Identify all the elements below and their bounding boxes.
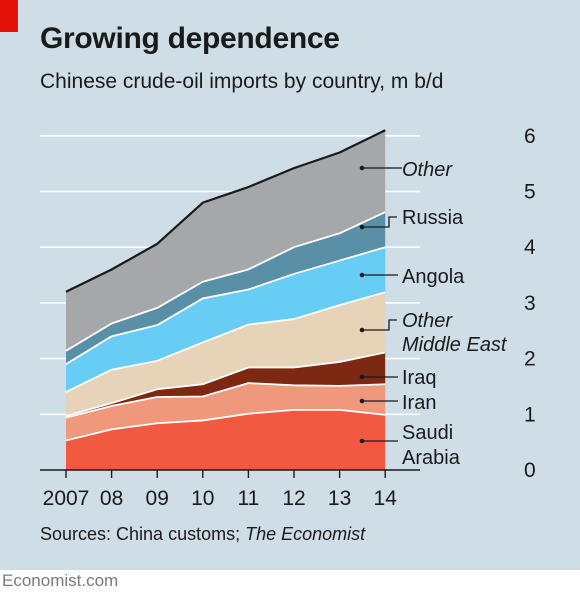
label-anchor-dot [359, 438, 365, 444]
boundary-line [65, 246, 386, 365]
source-prefix: Sources: China customs; [40, 524, 241, 544]
series-boundary-lines [65, 129, 386, 442]
series-label: Russia [402, 207, 464, 229]
series-label: Middle East [402, 334, 508, 356]
series-label: Other [402, 159, 453, 181]
boundary-line [65, 291, 386, 393]
x-tick-label: 2007 [43, 487, 90, 510]
area-other [66, 130, 386, 351]
series-label: Angola [402, 266, 465, 288]
x-tick-label: 13 [328, 487, 351, 510]
brand-label: Economist.com [2, 571, 119, 590]
area-angola [66, 247, 386, 393]
label-anchor-dot [359, 398, 365, 404]
y-tick-label: 0 [524, 459, 536, 482]
boundary-line [65, 382, 386, 419]
area-other-middle-east [66, 292, 386, 416]
y-tick-label: 4 [524, 236, 536, 259]
boundary-line [65, 408, 386, 442]
label-anchor-dot [359, 224, 365, 230]
x-tick-label: 10 [191, 487, 214, 510]
y-tick-label: 1 [524, 403, 536, 426]
boundary-line [65, 351, 386, 417]
x-tick-label: 14 [374, 487, 398, 510]
series-label: Other [402, 310, 453, 332]
label-anchor-dot [359, 327, 365, 333]
label-anchor-dot [359, 272, 365, 278]
label-anchor-dot [359, 165, 365, 171]
chart-title: Growing dependence [40, 22, 340, 55]
brand-red-tab [0, 0, 18, 32]
y-tick-label: 6 [524, 125, 536, 148]
boundary-line [65, 211, 386, 352]
source-note: Sources: China customs; The Economist [40, 524, 365, 545]
label-anchor-dot [359, 374, 365, 380]
area-iran [66, 383, 386, 441]
area-iraq [66, 352, 386, 418]
x-tick-label: 12 [282, 487, 305, 510]
chart-subtitle: Chinese crude-oil imports by country, m … [40, 70, 444, 93]
series-label: Saudi [402, 422, 453, 444]
total-line [65, 129, 386, 293]
label-leader-line [362, 216, 397, 228]
y-tick-label: 2 [524, 348, 536, 371]
source-italic: The Economist [245, 524, 366, 544]
label-leader-line [362, 319, 397, 331]
x-tick-label: 09 [146, 487, 169, 510]
x-tick-label: 11 [237, 487, 259, 510]
area-russia [66, 212, 386, 365]
series-label: Arabia [402, 447, 461, 469]
stacked-areas [66, 130, 386, 470]
y-tick-label: 3 [524, 292, 536, 315]
series-label: Iran [402, 392, 436, 414]
series-label: Iraq [402, 367, 436, 389]
y-tick-label: 5 [524, 181, 536, 204]
x-tick-label: 08 [100, 487, 123, 510]
